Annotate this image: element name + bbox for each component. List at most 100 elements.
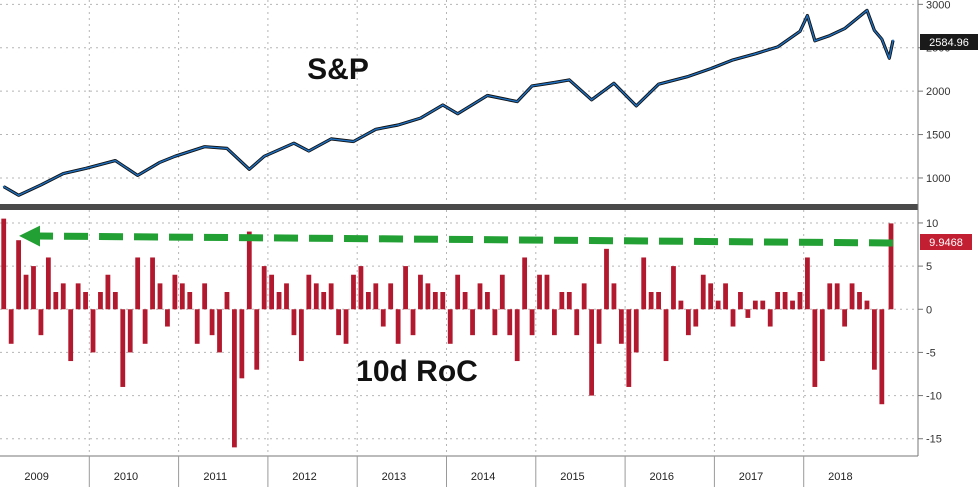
roc-bar xyxy=(819,309,825,362)
roc-bar xyxy=(552,309,557,336)
roc-bar xyxy=(671,266,676,310)
roc-bar xyxy=(589,309,595,396)
roc-last-value-box xyxy=(920,234,972,250)
y-tick-label: 5 xyxy=(926,261,932,273)
sp-point xyxy=(880,38,883,40)
roc-bar xyxy=(559,292,565,310)
x-tick-label: 2012 xyxy=(292,471,316,483)
roc-bar xyxy=(343,309,349,344)
roc-bar xyxy=(388,283,394,310)
roc-last-value-text: 9.9468 xyxy=(929,237,963,249)
sp-point xyxy=(248,168,251,171)
roc-bar xyxy=(522,257,528,310)
sp-point xyxy=(307,150,310,152)
roc-bar xyxy=(75,283,81,310)
roc-bar xyxy=(425,283,431,310)
y-tick-label: 3000 xyxy=(926,0,950,11)
roc-bar xyxy=(380,309,386,327)
roc-bar xyxy=(730,309,736,327)
roc-bar xyxy=(723,283,728,310)
roc-bar xyxy=(313,283,319,310)
grid-layer xyxy=(0,0,918,456)
panel-separator xyxy=(0,204,918,210)
roc-bar xyxy=(842,309,848,327)
roc-bar xyxy=(165,309,170,327)
roc-bar xyxy=(157,283,163,310)
sp-point xyxy=(263,155,266,158)
dashed-arrow-annotation xyxy=(19,225,894,247)
sp-point xyxy=(873,29,876,32)
sp-point xyxy=(40,184,42,186)
roc-bar xyxy=(403,266,408,310)
sp-point xyxy=(84,167,87,170)
sp-point xyxy=(687,75,690,78)
roc-bar xyxy=(150,257,155,310)
roc-bar xyxy=(172,274,178,310)
sp-point xyxy=(173,155,176,158)
roc-bar xyxy=(760,300,766,310)
sp-title: S&P xyxy=(307,53,369,86)
sp-point xyxy=(568,78,571,81)
roc-bar xyxy=(485,292,490,310)
roc-bar xyxy=(90,309,96,353)
sp-point xyxy=(866,9,868,12)
roc-bar xyxy=(708,283,714,310)
sp-last-value-text: 2584.96 xyxy=(929,37,969,49)
sp-point xyxy=(456,112,459,115)
y-tick-label: 10 xyxy=(926,218,938,230)
roc-bar xyxy=(202,283,208,310)
y-tick-label: -5 xyxy=(926,347,936,359)
roc-bar xyxy=(358,266,364,310)
roc-bar xyxy=(447,309,453,344)
sp-point xyxy=(776,45,779,48)
roc-bar xyxy=(462,292,468,310)
roc-bar xyxy=(16,240,22,310)
roc-bar xyxy=(373,283,379,310)
roc-bar xyxy=(700,274,706,310)
roc-bar xyxy=(395,309,401,344)
roc-bar xyxy=(663,309,669,362)
y-tick-label: 2000 xyxy=(926,86,950,98)
x-tick-label: 2013 xyxy=(382,471,406,483)
sp-point xyxy=(531,85,533,87)
roc-bar xyxy=(45,257,51,310)
roc-bar xyxy=(187,292,193,310)
x-tick-label: 2011 xyxy=(203,471,227,483)
roc-bar xyxy=(217,309,222,353)
roc-bar xyxy=(328,283,334,310)
roc-bar xyxy=(656,292,661,310)
roc-bar xyxy=(618,309,624,344)
roc-bar-layer xyxy=(1,218,894,448)
sp-point xyxy=(709,67,712,70)
sp-point xyxy=(441,104,444,106)
roc-bar xyxy=(790,300,795,310)
roc-bar xyxy=(782,292,788,310)
roc-bar xyxy=(834,283,840,310)
sp-point xyxy=(114,159,117,162)
sp-point xyxy=(843,27,846,30)
roc-bar xyxy=(232,309,237,448)
roc-bar xyxy=(179,283,185,310)
roc-bar xyxy=(53,292,59,310)
sp-point xyxy=(352,140,355,143)
roc-bar xyxy=(135,257,141,310)
roc-bar xyxy=(797,292,803,310)
roc-bar xyxy=(432,292,438,310)
roc-bar xyxy=(685,309,691,336)
sp-point xyxy=(62,172,65,175)
roc-bar xyxy=(440,292,446,310)
sp-point xyxy=(419,117,422,119)
sp-point xyxy=(293,142,295,145)
sp-point xyxy=(203,145,206,148)
roc-bar xyxy=(209,309,215,336)
roc-bar xyxy=(284,283,289,310)
roc-bar xyxy=(31,266,36,310)
roc-bar xyxy=(693,309,699,327)
x-tick-label: 2010 xyxy=(114,471,138,483)
roc-bar xyxy=(775,292,781,310)
sp-point xyxy=(754,52,757,55)
roc-bar xyxy=(879,309,885,405)
sp-point xyxy=(799,30,801,33)
sp-point xyxy=(858,15,861,18)
